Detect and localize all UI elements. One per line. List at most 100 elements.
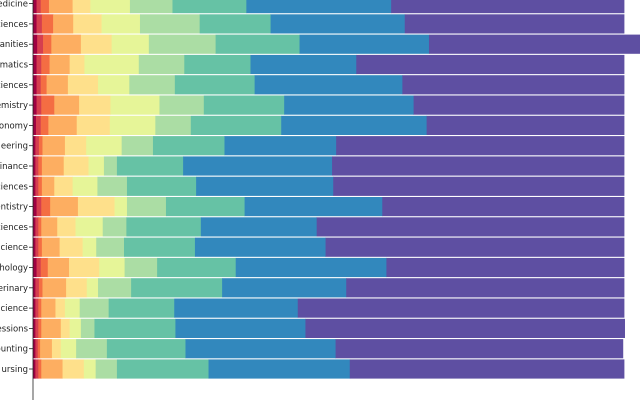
y-tick-label: ursing <box>2 365 28 375</box>
bar-segment <box>174 298 299 318</box>
bar-segment <box>50 197 79 217</box>
bar-segment <box>96 237 125 257</box>
bar-segment <box>404 14 625 34</box>
bar-segment <box>42 136 66 156</box>
bar-segment <box>80 34 112 54</box>
y-tick-label: sciences <box>0 81 29 91</box>
bar-segment <box>84 54 140 75</box>
bar-segment <box>426 115 625 135</box>
y-tick-label: Science <box>0 304 28 314</box>
bar-segment <box>33 217 36 237</box>
bar-segment <box>38 217 42 237</box>
bar-segment <box>185 339 336 359</box>
bar-segment <box>157 257 237 278</box>
bar-segment <box>36 54 42 75</box>
y-tick-label: entistry <box>0 203 28 213</box>
bar-segment <box>90 0 131 14</box>
bar-segment <box>48 0 73 14</box>
bar-segment <box>159 95 205 115</box>
bar-segment <box>33 14 37 34</box>
bar-segment <box>86 136 123 156</box>
y-tick-label: inance <box>0 162 28 172</box>
bar-segment <box>38 318 42 338</box>
bar-segment <box>33 298 36 318</box>
bar-segment <box>386 257 625 278</box>
bar-segment <box>35 217 39 237</box>
bar-segment <box>54 95 80 115</box>
bar-segment <box>138 54 185 75</box>
bar-segment <box>41 359 63 379</box>
bar-segment <box>152 136 225 156</box>
y-tick-label: emistry <box>0 101 28 111</box>
bar-segment <box>40 339 53 359</box>
bar-segment <box>69 54 85 75</box>
bar-segment <box>64 136 87 156</box>
bar-segment <box>66 278 88 298</box>
bar-segment <box>41 156 65 176</box>
bar-segment <box>38 278 43 298</box>
bar-segment <box>200 217 318 237</box>
bar-segment <box>35 318 39 338</box>
y-tick-label: onomy <box>0 121 28 131</box>
bar-segment <box>35 176 39 196</box>
bar-segment <box>60 318 71 338</box>
bar-segment <box>116 359 209 379</box>
bar-segment <box>82 237 97 257</box>
bar-segment <box>402 75 625 95</box>
bar-segment <box>235 257 387 278</box>
bar-segment <box>60 339 77 359</box>
bar-segment <box>196 176 334 196</box>
bar-segment <box>69 257 100 278</box>
bar-segment <box>47 257 70 278</box>
bar-segment <box>33 359 36 379</box>
bar-segment <box>35 136 40 156</box>
bar-segment <box>33 197 37 217</box>
bar-segment <box>208 359 351 379</box>
bar-segment <box>41 318 62 338</box>
bar-segment <box>53 14 74 34</box>
bar-segment <box>98 278 132 298</box>
bar-segment <box>35 156 39 176</box>
bar-segment <box>95 359 118 379</box>
bar-segment <box>131 278 223 298</box>
y-tick-label: sciences <box>0 223 29 233</box>
bar-segment <box>98 75 130 95</box>
bar-segment <box>413 95 625 115</box>
bar-segment <box>155 115 192 135</box>
bar-segment <box>33 257 37 278</box>
y-tick-label: chology <box>0 264 28 274</box>
bar-segment <box>33 136 36 156</box>
bar-segment <box>40 115 49 135</box>
bar-segment <box>222 278 347 298</box>
bar-segment <box>36 75 42 95</box>
bar-segment <box>43 34 52 54</box>
y-tick-label: eering <box>1 142 28 152</box>
bar-segment <box>316 217 625 237</box>
bar-segment <box>38 176 43 196</box>
bar-segment <box>33 34 38 54</box>
bar-segment <box>281 115 428 135</box>
bar-segment <box>38 237 43 257</box>
bar-segment <box>41 237 60 257</box>
bar-segment <box>41 95 55 115</box>
bar-segment <box>126 217 202 237</box>
bar-segment <box>41 197 51 217</box>
bar-segment <box>41 14 54 34</box>
bar-segment <box>94 318 176 338</box>
bars-layer <box>33 0 640 379</box>
bar-segment <box>224 136 337 156</box>
bar-segment <box>35 278 40 298</box>
bar-segment <box>382 197 625 217</box>
bar-segment <box>335 339 624 359</box>
bar-segment <box>33 176 36 196</box>
bar-segment <box>129 0 173 14</box>
bar-segment <box>38 298 42 318</box>
bar-segment <box>33 318 36 338</box>
bar-segment <box>391 0 625 14</box>
bar-segment <box>194 237 326 257</box>
bar-segment <box>67 75 99 95</box>
y-tick-label: ounting <box>0 345 28 355</box>
bar-segment <box>72 176 98 196</box>
